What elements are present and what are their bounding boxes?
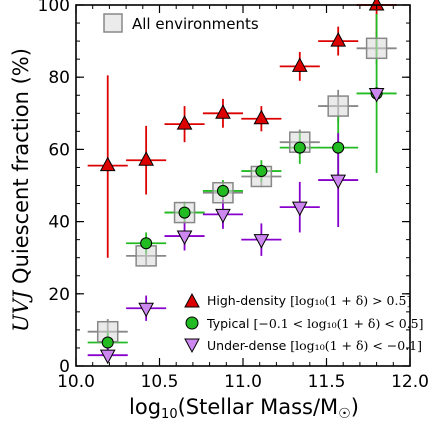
all-point — [327, 95, 349, 117]
typical-point — [293, 141, 306, 154]
high-density-point — [176, 115, 193, 130]
under-dense-point — [330, 174, 347, 190]
y-axis-label-rest: Quiescent fraction (%) — [9, 48, 33, 291]
under-dense-point — [99, 349, 116, 365]
legend-typical-marker — [185, 316, 199, 330]
all-point — [365, 37, 388, 60]
y-tick-label: 80 — [48, 68, 70, 88]
marker-layer — [96, 0, 388, 365]
under-dense-point — [215, 208, 231, 224]
x-axis-label-close: ) — [351, 395, 359, 419]
legend-all: All environments — [103, 13, 259, 33]
typical-point — [216, 184, 229, 197]
y-tick-label: 0 — [59, 357, 70, 377]
x-tick-label: 11.0 — [224, 372, 262, 392]
x-axis-label-rest: (Stellar Mass/M — [178, 395, 339, 419]
plot-frame — [75, 4, 411, 367]
y-tick-label: 20 — [48, 285, 70, 305]
legend-high-marker — [184, 292, 200, 308]
under-dense-point — [138, 302, 154, 318]
legend-typical-cond: [−0.1 < log₁₀(1 + δ) < 0.5] — [253, 316, 423, 331]
legend-under-marker — [184, 338, 200, 354]
x-tick-label: 10.0 — [57, 372, 95, 392]
x-axis-label-sun: ☉ — [338, 406, 351, 422]
high-density-point — [291, 57, 308, 72]
x-axis-label: log10(Stellar Mass/M☉) — [129, 395, 359, 422]
high-density-point — [215, 104, 231, 119]
under-dense-point — [253, 234, 270, 249]
legend-high-name: High-density — [207, 293, 287, 308]
legend-typical-name: Typical — [206, 316, 250, 331]
y-tick-label: 60 — [48, 140, 70, 160]
x-axis-label-log: log — [129, 395, 161, 419]
high-density-point — [330, 32, 347, 47]
legend-under-name: Under-dense — [207, 338, 287, 353]
under-dense-point — [176, 230, 193, 246]
legend-high-label: High-density [log₁₀(1 + δ) > 0.5] — [207, 293, 411, 308]
legend-all-label: All environments — [132, 15, 259, 33]
x-axis-label-sub: 10 — [161, 407, 178, 422]
typical-point — [101, 336, 114, 349]
y-tick-label: 40 — [48, 213, 70, 233]
legend-environments: High-density [log₁₀(1 + δ) > 0.5] Typica… — [184, 292, 424, 354]
typical-point — [178, 206, 191, 219]
legend-under-cond: [log₁₀(1 + δ) < −0.1] — [290, 338, 422, 353]
y-axis-label: UVJ Quiescent fraction (%) — [9, 48, 33, 332]
high-density-point — [99, 156, 116, 172]
under-dense-point — [368, 87, 385, 103]
legend-square-marker — [103, 13, 123, 33]
typical-point — [255, 165, 268, 178]
high-density-point — [138, 151, 154, 166]
typical-point — [140, 237, 153, 250]
legend-under-label: Under-dense [log₁₀(1 + δ) < −0.1] — [207, 338, 422, 353]
legend-high-cond: [log₁₀(1 + δ) > 0.5] — [290, 293, 411, 308]
typical-point — [332, 141, 345, 154]
x-tick-label: 10.5 — [141, 372, 179, 392]
y-tick-label: 100 — [38, 0, 70, 16]
errorbar-layer — [87, 4, 397, 363]
x-tick-label: 11.5 — [308, 372, 346, 392]
y-axis-label-uvj: UVJ — [9, 289, 33, 332]
high-density-point — [253, 109, 270, 125]
x-tick-label: 12.0 — [391, 372, 429, 392]
legend-typical-label: Typical [−0.1 < log₁₀(1 + δ) < 0.5] — [206, 316, 424, 331]
under-dense-point — [291, 201, 308, 217]
